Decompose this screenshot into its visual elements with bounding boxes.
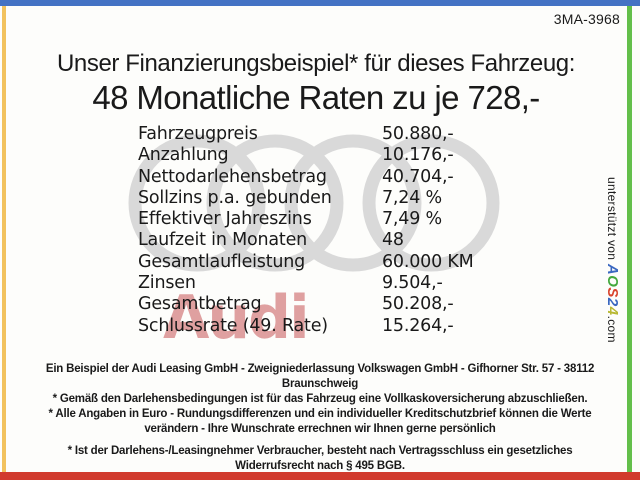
aos24-letter: 2: [604, 297, 621, 307]
finance-row: Laufzeit in Monaten 48: [138, 230, 558, 251]
page-header: Unser Finanzierungsbeispiel* für dieses …: [8, 50, 624, 117]
finance-value: 50.880,-: [382, 124, 454, 144]
finance-value: 60.000 KM: [382, 251, 474, 272]
finance-label: Zinsen: [138, 273, 196, 294]
finance-row: Anzahlung 10.176,-: [138, 145, 558, 166]
aos24-letter: A: [604, 263, 621, 276]
finance-row: Zinsen 9.504,-: [138, 273, 558, 294]
finance-value: 7,24 %: [382, 187, 442, 208]
frame-bar-left: [2, 6, 6, 472]
aos24-letter: O: [604, 275, 621, 288]
audi-rings-watermark-icon: [128, 134, 500, 272]
finance-label: Gesamtlaufleistung: [138, 251, 306, 272]
finance-label: Schlussrate (49. Rate): [138, 315, 328, 336]
finance-label: Laufzeit in Monaten: [138, 230, 308, 251]
finance-value: 48: [382, 230, 404, 251]
footer-disclaimer: Ein Beispiel der Audi Leasing GmbH - Zwe…: [30, 362, 610, 474]
disclaimer-line: * Gemäß den Darlehensbedingungen ist für…: [52, 393, 588, 405]
supporter-credit: unterstützt von AOS24.com: [604, 177, 621, 343]
disclaimer-line: * Ist der Darlehens-/Leasingnehmer Verbr…: [67, 445, 573, 472]
finance-row: Gesamtlaufleistung 60.000 KM: [138, 252, 558, 273]
finance-value: 10.176,-: [382, 145, 454, 166]
aos24-logo: AOS24: [604, 264, 621, 316]
audi-wordmark-watermark: Audi: [163, 283, 310, 353]
finance-row: Gesamtbetrag 50.208,-: [138, 294, 558, 315]
finance-label: Nettodarlehensbetrag: [138, 166, 327, 187]
frame-bar-top: [0, 0, 640, 6]
disclaimer-line: Ein Beispiel der Audi Leasing GmbH - Zwe…: [45, 363, 595, 390]
disclaimer-line: * Alle Angaben in Euro - Rundungsdiffere…: [48, 408, 592, 435]
finance-row: Nettodarlehensbetrag 40.704,-: [138, 167, 558, 188]
finance-label: Gesamtbetrag: [138, 294, 262, 315]
finance-value: 40.704,-: [382, 166, 454, 187]
frame-bar-right: [627, 6, 632, 472]
header-rate-title: 48 Monatliche Raten zu je 728,-: [92, 79, 540, 116]
aos24-letter: S: [604, 287, 621, 298]
finance-table: Fahrzeugpreis 50.880,- Anzahlung 10.176,…: [138, 124, 558, 337]
finance-label: Anzahlung: [138, 145, 229, 166]
header-subtitle: Unser Finanzierungsbeispiel* für dieses …: [56, 50, 575, 77]
finance-row: Fahrzeugpreis 50.880,-: [138, 124, 558, 145]
finance-label: Fahrzeugpreis: [138, 124, 258, 144]
finance-value: 50.208,-: [382, 294, 454, 315]
finance-value: 15.264,-: [382, 315, 454, 336]
finance-row: Effektiver Jahreszins 7,49 %: [138, 209, 558, 230]
finance-value: 7,49 %: [382, 209, 442, 230]
finance-value: 9.504,-: [382, 273, 443, 294]
supporter-suffix: .com: [605, 315, 619, 343]
finance-label: Sollzins p.a. gebunden: [138, 187, 332, 208]
finance-label: Effektiver Jahreszins: [138, 209, 312, 230]
aos24-letter: 4: [604, 306, 621, 316]
finance-row: Sollzins p.a. gebunden 7,24 %: [138, 188, 558, 209]
frame-bar-bottom: [0, 472, 640, 480]
vehicle-ref-number: 3MA-3968: [553, 11, 620, 27]
supporter-prefix: unterstützt von: [605, 177, 619, 264]
finance-row: Schlussrate (49. Rate) 15.264,-: [138, 316, 558, 337]
